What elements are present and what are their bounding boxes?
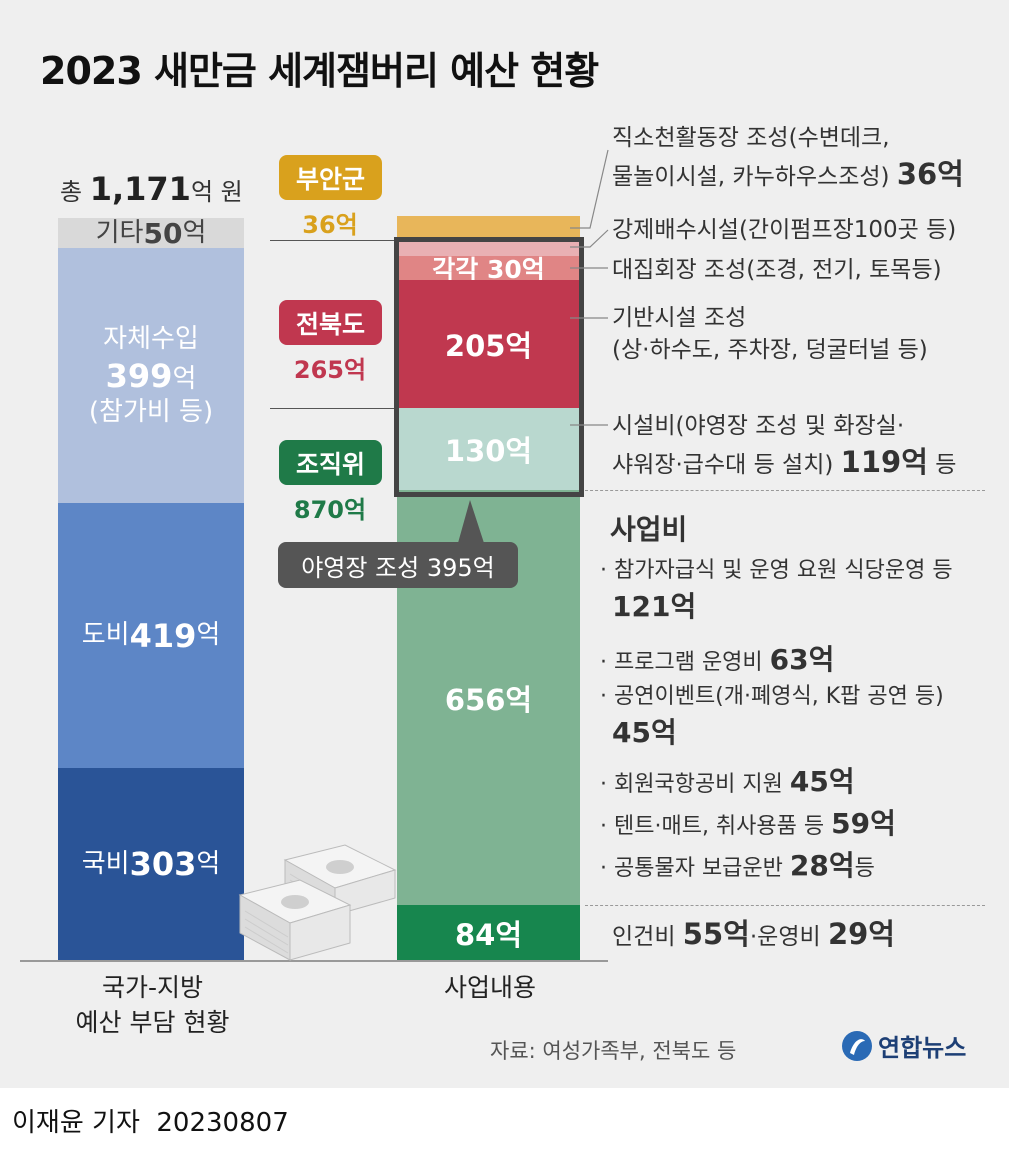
dobi-label: 도비 [81,620,130,651]
desc-assembly: 대집회장 조성(조경, 전기, 토목등) [612,257,942,283]
desc-facility-value: 119억 [840,445,928,480]
desc-facility-line1: 시설비(야영장 조성 및 화장실· [612,413,905,439]
jache-note: (참가비 등) [88,396,214,427]
jache-value: 399 [105,356,173,395]
desc-labor-text-a: 인건비 [612,924,683,950]
biz-item-meals-value: 121억 [612,589,697,623]
yonhap-logo-icon [842,1030,872,1061]
desc-jiksocheon-line1: 직소천활동장 조성(수변데크, [612,125,890,151]
total-prefix: 총 [60,178,90,206]
biz-item-program-text: · 프로그램 운영비 [600,650,770,675]
desc-drain: 강제배수시설(간이펌프장100곳 등) [612,217,957,243]
leader-lines [570,149,609,426]
biz-item-airfare-value: 45억 [789,765,855,798]
gita-label: 기타 [95,217,144,248]
biz-item-events: · 공연이벤트(개·폐영식, K팝 공연 등) 45억 [600,682,944,752]
dashed-separator-2 [585,905,985,906]
right-bar-labor: 84억 [397,905,580,960]
desc-infra: 기반시설 조성 (상·하수도, 주차장, 덩굴터널 등) [612,302,928,366]
left-bar-jache: 자체수입 399억 (참가비 등) [58,248,244,503]
gukbi-label: 국비 [81,848,130,879]
funder-badge-buan: 부안군 [279,155,382,200]
desc-labor-value-1: 55억 [682,917,750,951]
desc-infra-line2: (상·하수도, 주차장, 덩굴터널 등) [612,337,928,364]
right-bar-assembly [397,256,580,280]
r84-label: 84억 [454,917,523,952]
business-heading: 사업비 [610,513,688,546]
total-budget: 총 1,171억 원 [60,170,243,208]
divider-line-buan [270,240,400,241]
biz-item-program-value: 63억 [769,643,835,676]
desc-jiksocheon-value: 36억 [896,157,964,192]
desc-labor: 인건비 55억·운영비 29억 [612,914,895,955]
funder-value-jeonbuk: 265억 [293,356,367,384]
biz-item-tents-text: · 텐트·매트, 취사용품 등 [600,814,832,839]
biz-item-airfare-text: · 회원국항공비 지원 [600,772,790,797]
yonhap-logo-text: 연합뉴스 [878,1034,967,1062]
right-bar-buan [397,216,580,238]
funder-value-buan: 36억 [302,211,358,239]
right-bar-facility: 130억 [397,408,580,490]
biz-item-events-text: · 공연이벤트(개·폐영식, K팝 공연 등) [600,684,944,709]
gukbi-unit: 억 [196,848,221,879]
desc-facility-line2: 샤워장·급수대 등 설치) [612,452,834,479]
campsite-highlight-box [394,237,584,497]
callout-pointer [458,500,484,543]
baseline [20,960,608,962]
desc-infra-line1: 기반시설 조성 [612,305,747,331]
desc-facility-suffix: 등 [927,452,957,479]
r130-label: 130억 [444,434,533,468]
dashed-separator-1 [585,490,985,491]
biz-item-meals-text: · 참가자급식 및 운영 요원 식당운영 등 [600,558,953,583]
dobi-value: 419 [129,616,197,655]
left-bar-gukbi: 국비 303 억 [58,768,244,960]
total-value: 1,171 [89,170,191,208]
desc-labor-value-2: 29억 [827,917,895,951]
biz-item-meals: · 참가자급식 및 운영 요원 식당운영 등 121억 [600,556,953,626]
money-stack-icon [238,844,397,961]
left-bar-dobi: 도비 419 억 [58,503,244,768]
biz-item-supplies: · 공통물자 보급운반 28억등 [600,846,875,885]
biz-item-supplies-text: · 공통물자 보급운반 [600,856,790,881]
chart-title: 2023 새만금 세계잼버리 예산 현황 [40,49,599,93]
yonhap-logo: 연합뉴스 [840,1028,966,1063]
desc-facility: 시설비(야영장 조성 및 화장실· 샤워장·급수대 등 설치) 119억 등 [612,410,956,483]
r205-label: 205억 [444,329,533,363]
right-bar-drain [397,238,580,256]
biz-item-tents-value: 59억 [831,807,896,840]
axis-label-right: 사업내용 [443,973,536,1002]
total-unit: 억 원 [190,178,243,206]
funder-value-org: 870억 [293,496,367,524]
gukbi-value: 303 [129,845,197,883]
biz-item-events-value: 45억 [612,715,677,749]
biz-item-supplies-suffix: 등 [854,856,875,881]
axis-label-left-line2: 예산 부담 현황 [75,1008,230,1037]
byline: 이재윤 기자 20230807 [12,1108,289,1138]
biz-item-airfare: · 회원국항공비 지원 45억 [600,762,855,801]
desc-labor-text-b: ·운영비 [749,924,828,950]
jache-unit: 억 [172,363,197,394]
campsite-callout: 야영장 조성 395억 [278,542,518,588]
jache-label: 자체수입 [103,324,199,354]
desc-jiksocheon-line2: 물놀이시설, 카누하우스조성) [612,164,890,191]
biz-item-program: · 프로그램 운영비 63억 [600,640,834,679]
gita-unit: 억 [182,217,207,248]
source-note: 자료: 여성가족부, 전북도 등 [490,1039,737,1063]
desc-jiksocheon: 직소천활동장 조성(수변데크, 물놀이시설, 카누하우스조성) 36억 [612,122,964,195]
dobi-unit: 억 [196,620,221,651]
axis-label-left: 국가-지방 예산 부담 현황 [40,970,265,1040]
funder-badge-org: 조직위 [279,440,382,485]
r656-label: 656억 [444,682,533,717]
biz-item-supplies-value: 28억 [789,849,855,882]
funder-badge-jeonbuk: 전북도 [279,300,382,345]
left-bar-gita: 기타 50 억 [58,216,244,250]
right-bar-infra: 205억 [397,280,580,408]
infographic-card: 2023 새만금 세계잼버리 예산 현황 총 1,171억 원 기타 50 억 자… [0,0,1009,1088]
gita-value: 50 [143,216,183,250]
divider-line-jeonbuk [270,408,400,409]
biz-item-tents: · 텐트·매트, 취사용품 등 59억 [600,804,896,843]
each-30-label: 각각 30억 [432,255,545,284]
axis-label-left-line1: 국가-지방 [101,973,204,1002]
